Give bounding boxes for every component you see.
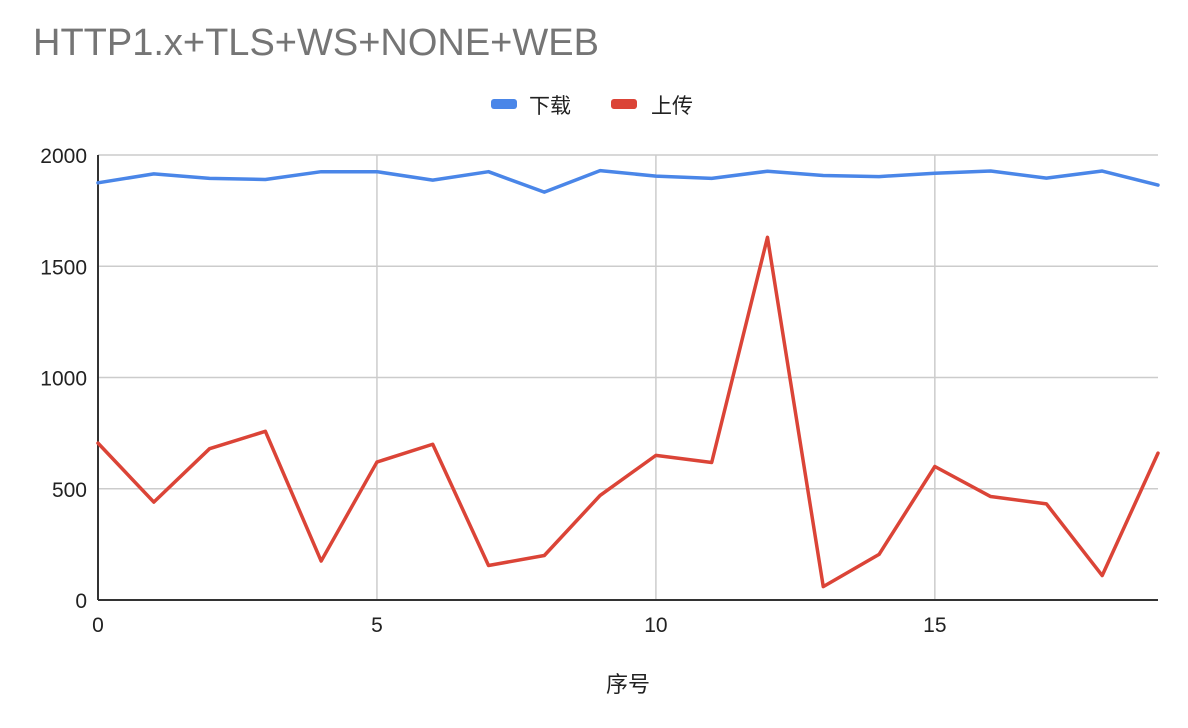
- legend-swatch-download: [491, 99, 517, 109]
- tick-labels: 0 500 1000 1500 2000 0 5 10 15: [40, 145, 946, 637]
- legend-label-download: 下载: [529, 94, 571, 118]
- y-tick-label: 0: [75, 590, 87, 613]
- y-tick-label: 1500: [40, 256, 87, 279]
- series-line-upload: [96, 235, 1160, 589]
- x-tick-label: 10: [644, 614, 667, 637]
- gridlines: [98, 154, 1158, 600]
- y-tick-label: 2000: [40, 145, 87, 168]
- axes: [97, 155, 1158, 601]
- series-lines: [96, 168, 1160, 589]
- legend: 下载 上传: [491, 94, 693, 118]
- legend-swatch-upload: [611, 99, 637, 109]
- chart-title: HTTP1.x+TLS+WS+NONE+WEB: [33, 22, 599, 64]
- legend-label-upload: 上传: [651, 94, 693, 118]
- x-tick-label: 15: [923, 614, 946, 637]
- x-axis-title: 序号: [606, 673, 650, 698]
- x-tick-label: 0: [92, 614, 104, 637]
- x-tick-label: 5: [371, 614, 383, 637]
- series-line-download: [96, 168, 1160, 194]
- y-tick-label: 500: [52, 479, 87, 502]
- y-tick-label: 1000: [40, 368, 87, 391]
